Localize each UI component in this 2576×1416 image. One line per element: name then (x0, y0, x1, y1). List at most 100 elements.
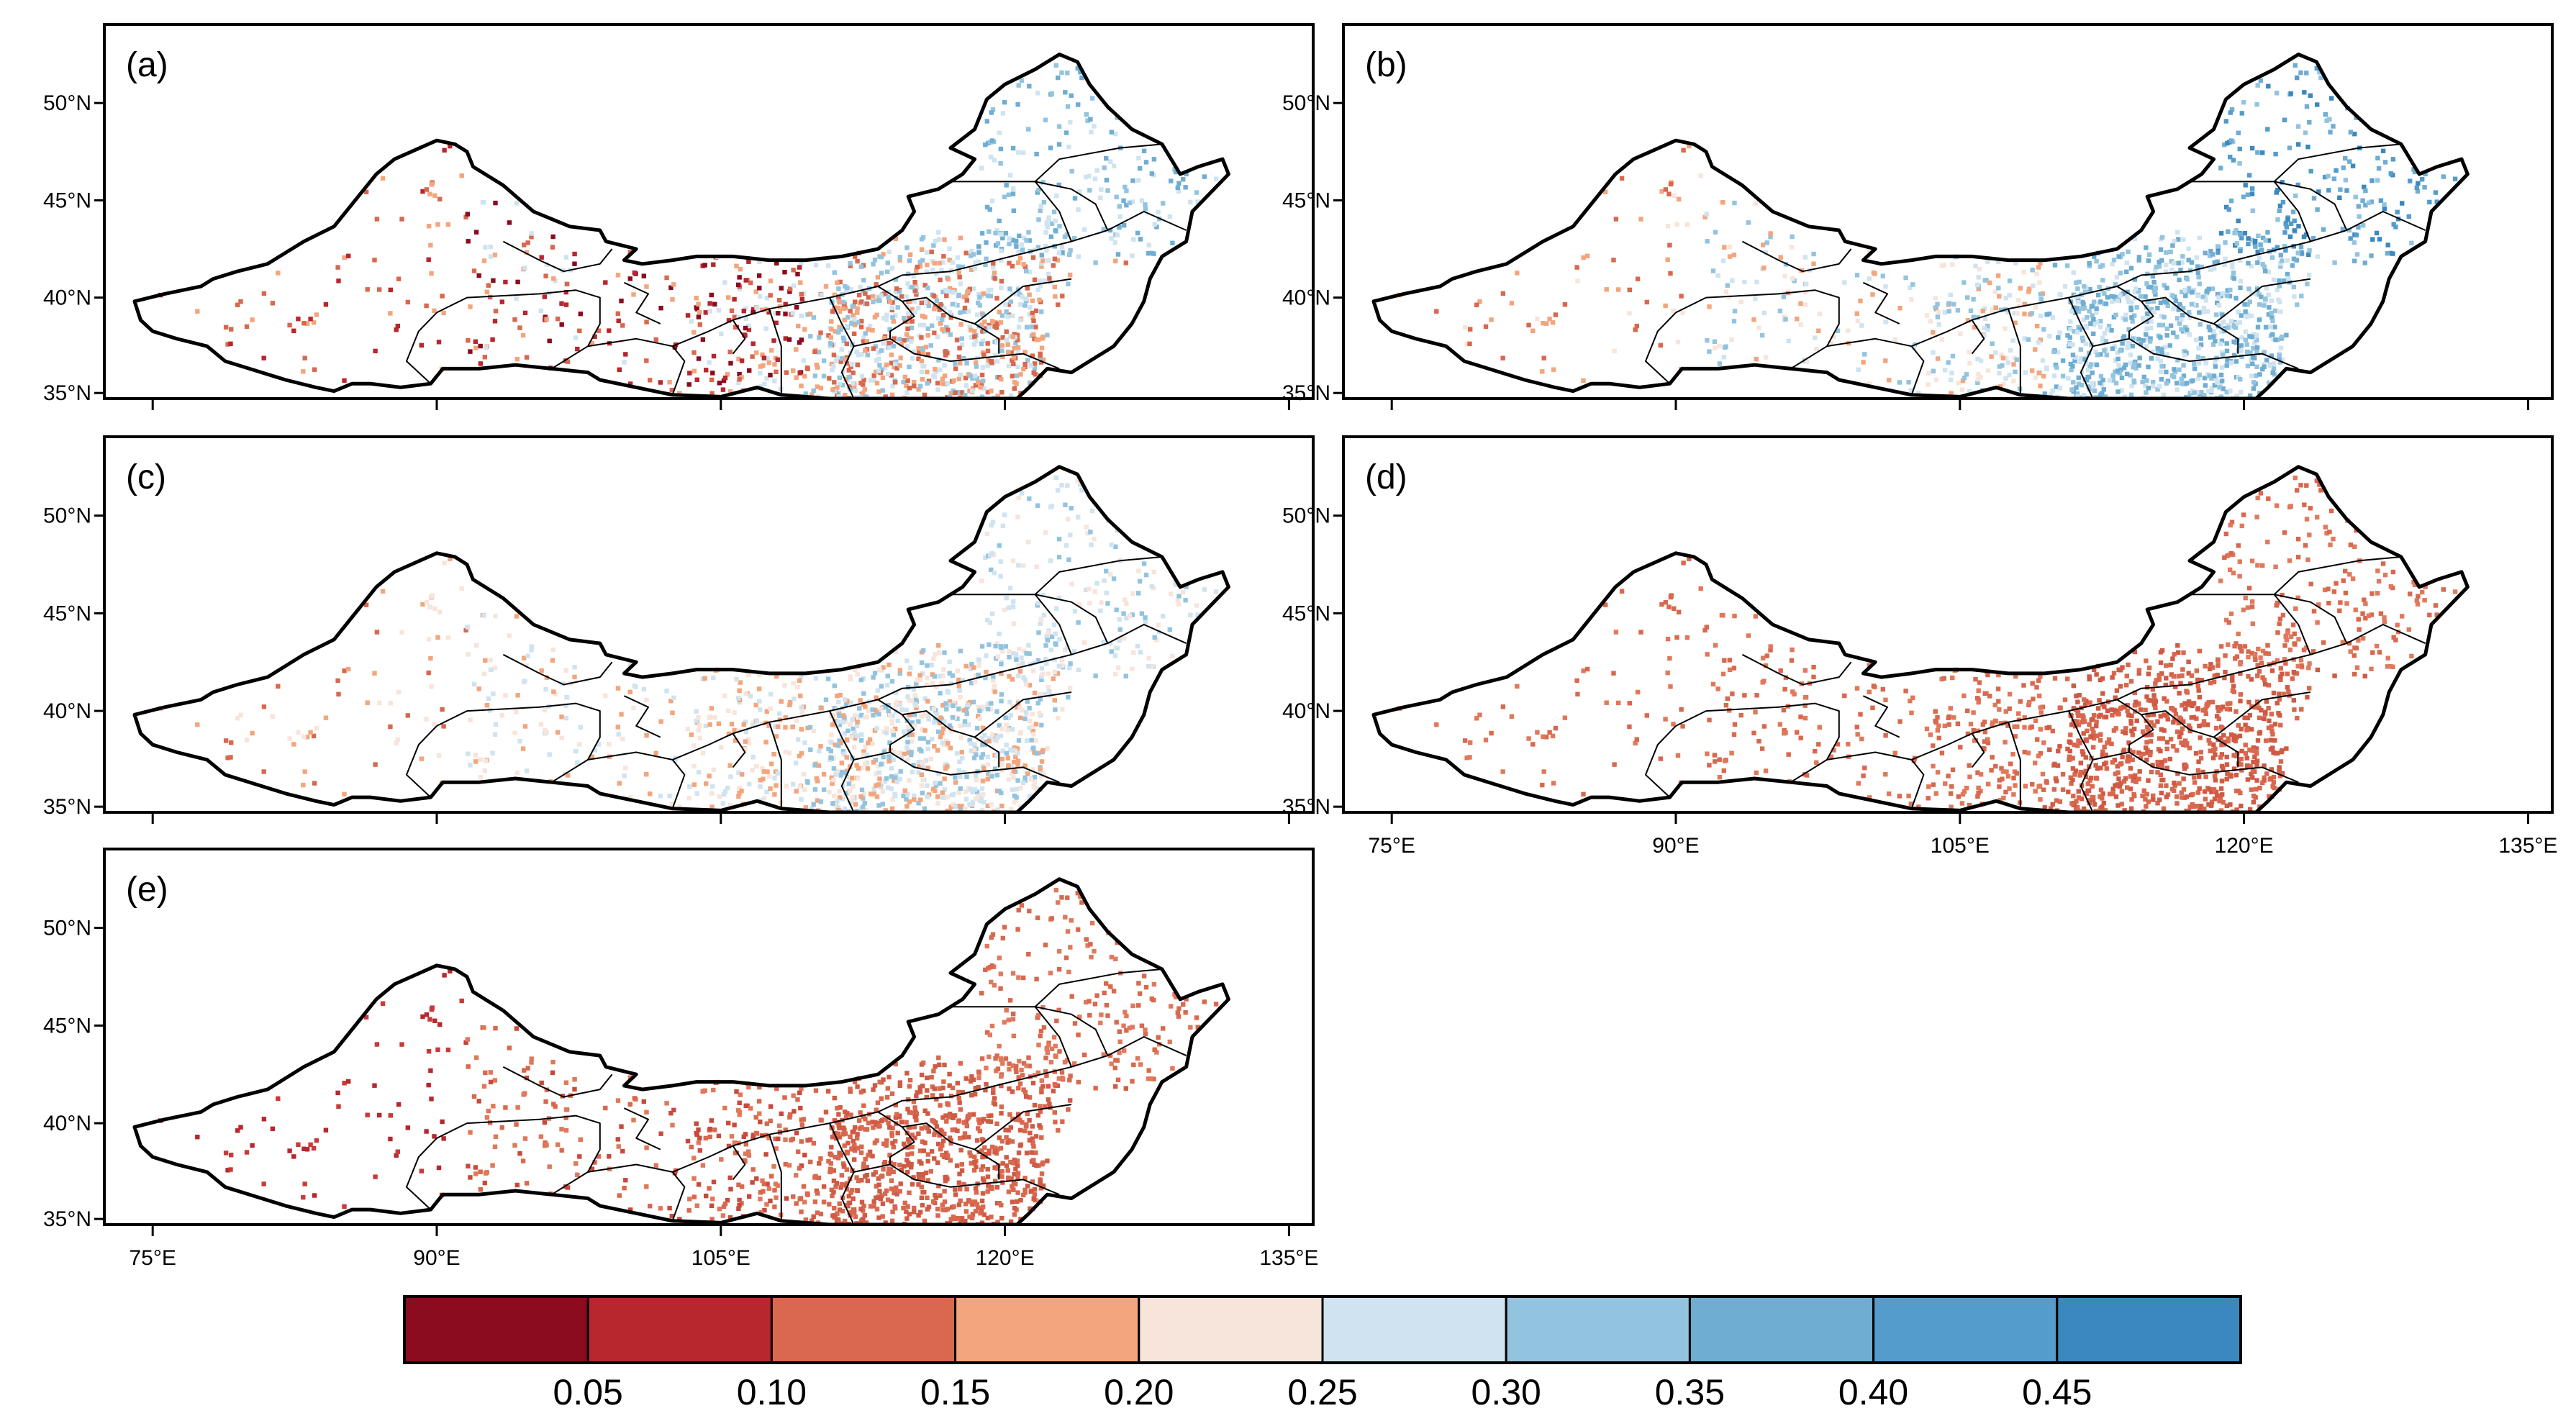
station-point (717, 381, 722, 386)
station-point (1976, 791, 1981, 796)
station-point (491, 691, 496, 696)
station-point (2076, 375, 2081, 381)
station-point (932, 330, 937, 335)
map-panel-d: (d)50°N45°N40°N35°N75°E 90°E 105°E 120°E 135… (1282, 435, 2557, 858)
station-point (840, 383, 845, 388)
station-point (1038, 691, 1043, 696)
station-point (916, 759, 921, 765)
station-point (1088, 530, 1093, 535)
station-point (2094, 733, 2100, 739)
station-point (1136, 155, 1141, 160)
station-point (980, 365, 986, 370)
station-point (794, 761, 799, 766)
station-point (934, 298, 940, 304)
station-point (948, 728, 953, 734)
station-point (2159, 777, 2164, 783)
station-point (1677, 609, 1682, 614)
station-point (1996, 699, 2001, 704)
station-point (1034, 750, 1039, 756)
station-point (1000, 235, 1005, 241)
station-point (2136, 255, 2142, 260)
map-content (132, 53, 1230, 399)
station-point (2275, 245, 2280, 250)
station-point (396, 276, 402, 281)
station-point (858, 324, 864, 330)
station-point (815, 798, 820, 803)
station-point (925, 352, 930, 357)
station-point (1908, 388, 1913, 393)
station-point (1013, 291, 1019, 296)
station-point (427, 191, 432, 196)
station-point (2409, 240, 2414, 245)
station-point (858, 264, 864, 269)
station-point (965, 702, 971, 707)
station-point (559, 322, 564, 327)
station-point (2221, 319, 2226, 324)
station-point (1795, 317, 1800, 322)
station-point (2082, 392, 2087, 398)
panel-label: (c) (126, 458, 166, 496)
station-point (2302, 90, 2307, 95)
map-panel-a: (a)50°N45°N40°N35°N (43, 23, 1315, 410)
station-point (2128, 360, 2133, 366)
station-point (1731, 666, 1737, 671)
station-point (2292, 294, 2297, 299)
station-point (2228, 802, 2233, 807)
station-point (670, 710, 675, 715)
station-point (2260, 150, 2265, 155)
station-point (776, 724, 781, 729)
station-point (1675, 340, 1681, 345)
station-point (843, 377, 848, 382)
station-point (985, 389, 990, 395)
station-point (2212, 383, 2218, 388)
station-point (895, 305, 900, 310)
station-point (1108, 159, 1113, 164)
station-point (746, 740, 752, 745)
station-point (577, 328, 582, 333)
station-point (733, 324, 738, 330)
station-point (1717, 757, 1722, 762)
station-point (971, 665, 976, 670)
station-point (1019, 491, 1025, 496)
station-point (2205, 309, 2210, 314)
station-point (912, 793, 917, 799)
station-point (2150, 273, 2156, 279)
station-point (2097, 324, 2103, 330)
station-point (1169, 591, 1174, 596)
station-point (1051, 676, 1056, 681)
station-point (905, 757, 910, 763)
station-point (2107, 791, 2113, 796)
station-point (2100, 278, 2105, 283)
station-point (1975, 356, 1980, 362)
station-point (1022, 303, 1028, 308)
station-point (2228, 287, 2233, 293)
station-point (2215, 291, 2221, 297)
station-point (563, 715, 569, 721)
station-point (843, 702, 849, 707)
lat-tick-label: 40°N (43, 286, 91, 310)
station-point (1727, 254, 1733, 259)
station-point (797, 371, 802, 376)
station-point (1976, 785, 1981, 791)
station-point (1722, 758, 1728, 763)
station-point (2114, 275, 2120, 280)
station-point (1790, 276, 1795, 281)
station-point (877, 667, 882, 672)
station-point (694, 718, 699, 724)
station-point (1754, 693, 1759, 698)
station-point (2113, 358, 2118, 363)
station-point (782, 683, 787, 688)
station-point (1146, 250, 1151, 256)
station-point (620, 736, 625, 742)
station-point (1149, 584, 1154, 589)
station-point (2161, 392, 2167, 398)
station-point (1051, 209, 1057, 214)
station-point (765, 769, 770, 774)
station-point (1993, 350, 1998, 355)
station-point (2143, 294, 2148, 299)
station-point (2141, 338, 2146, 343)
station-point (2164, 326, 2170, 332)
station-point (311, 320, 317, 325)
station-point (1099, 187, 1104, 192)
station-point (953, 780, 958, 785)
